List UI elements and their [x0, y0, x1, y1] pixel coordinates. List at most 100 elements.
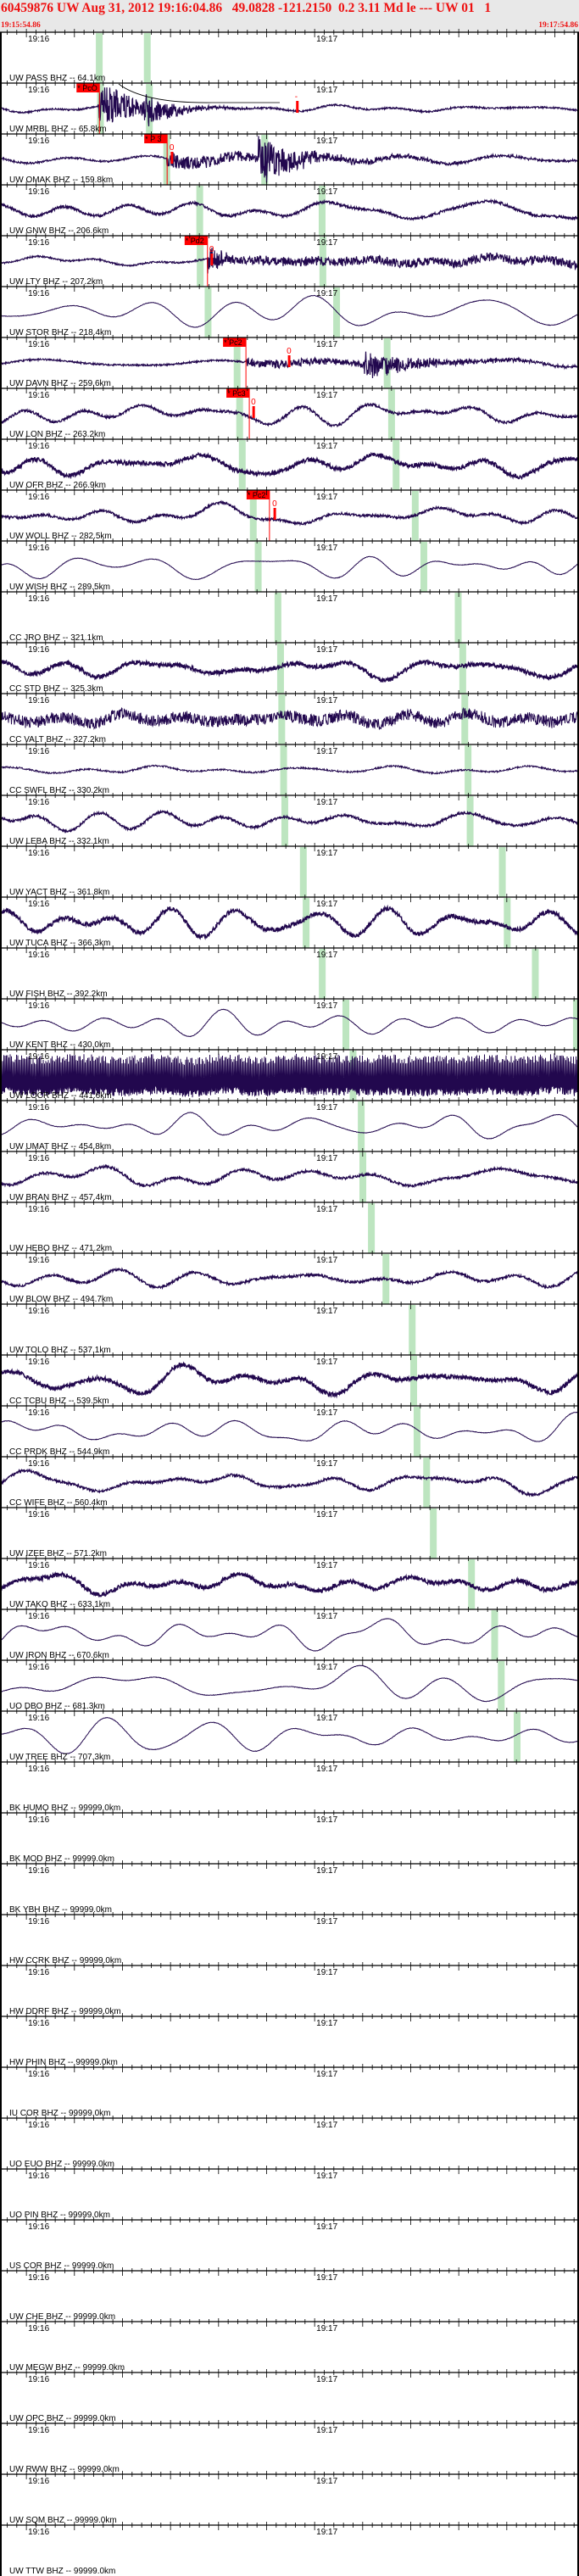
station-panel: * Pd2 0 19:16 19:17 UW LTY BHZ -- 207.2km	[0, 232, 579, 287]
tick-label: 19:17	[316, 1968, 337, 1977]
pick-flag[interactable]	[223, 337, 247, 347]
station-panel: 19:16 19:17 UW TOLO BHZ -- 537.1km	[0, 1301, 579, 1355]
station-panel: 19:16 19:17 UW GNW BHZ -- 206.6km	[0, 181, 579, 236]
p-arrival-band	[358, 1101, 365, 1151]
tick-label: 19:17	[316, 1307, 337, 1316]
p-arrival-band	[491, 1610, 498, 1660]
amplitude-marker	[273, 508, 276, 520]
station-label: UW OFR BHZ -- 266.9km	[9, 481, 106, 490]
pick-flag[interactable]	[76, 83, 100, 92]
s-arrival-band	[461, 694, 469, 744]
station-panel: 19:16 19:17 UW HEBO BHZ -- 471.2km	[0, 1199, 579, 1253]
tick-label: 19:17	[316, 238, 337, 248]
station-label: UW DAVN BHZ -- 259.6km	[9, 379, 111, 388]
station-label: UW CHE BHZ -- 99999.0km	[9, 2312, 115, 2322]
tick-label: 19:16	[28, 1917, 49, 1926]
station-label: UW LTY BHZ -- 207.2km	[9, 277, 103, 287]
waveform-trace	[0, 904, 579, 940]
tick-label: 19:16	[28, 1307, 49, 1316]
tick-label: 19:17	[316, 1205, 337, 1214]
p-arrival-band	[409, 1305, 416, 1355]
station-label: UW HEBO BHZ -- 471.2km	[9, 1244, 112, 1253]
pick-label: * P 3	[145, 135, 161, 143]
station-panel: 19:16 19:17 UO DBO BHZ -- 681.3km	[0, 1657, 579, 1711]
p-arrival-band	[303, 898, 310, 948]
station-panel: * Pc2 0 19:16 19:17 UW DAVN BHZ -- 259.6km	[0, 334, 579, 388]
tick-label: 19:16	[28, 1358, 49, 1367]
tick-label: 19:16	[28, 1459, 49, 1469]
pick-flag[interactable]	[246, 490, 270, 499]
tick-label: 19:17	[316, 747, 337, 756]
p-arrival-band	[196, 186, 203, 236]
s-arrival-band	[392, 440, 400, 490]
tick-label: 19:17	[316, 798, 337, 807]
waveform-trace	[0, 499, 578, 527]
tick-label: 19:16	[28, 849, 49, 858]
tick-label: 19:16	[28, 1815, 49, 1825]
station-panel: 19:16 19:17 UW CHE BHZ -- 99999.0km	[0, 2267, 579, 2322]
station-panel: 19:16 19:17 UW UMAT BHZ -- 454.8km	[0, 1097, 579, 1151]
s-arrival-band	[387, 389, 395, 439]
station-label: UW SQM BHZ -- 99999.0km	[9, 2516, 117, 2525]
tick-label: 19:16	[28, 2172, 49, 2181]
p-arrival-band	[368, 1203, 376, 1253]
marker-label: 0	[251, 398, 256, 407]
tick-label: 19:16	[28, 1866, 49, 1876]
pick-flag[interactable]	[226, 388, 250, 398]
station-label: UW TREE BHZ -- 707.3km	[9, 1753, 110, 1762]
event-title: 60459876 UW Aug 31, 2012 19:16:04.86 49.…	[1, 1, 492, 15]
pick-label: * Pc3	[227, 389, 246, 398]
tick-label: 19:17	[316, 951, 337, 960]
waveform-trace	[1, 764, 578, 776]
tick-label: 19:16	[28, 35, 49, 44]
tick-label: 19:17	[316, 645, 337, 655]
station-label: CC PRDK BHZ -- 544.9km	[9, 1447, 109, 1457]
tick-label: 19:17	[316, 1612, 337, 1621]
tick-label: 19:16	[28, 544, 49, 553]
event-header: 60459876 UW Aug 31, 2012 19:16:04.86 49.…	[0, 0, 579, 32]
tick-label: 19:17	[316, 2426, 337, 2435]
station-panel: 19:16 19:17 CC STD BHZ -- 325.3km	[0, 639, 579, 694]
p-arrival-band	[342, 1000, 349, 1050]
waveform-trace	[0, 87, 578, 126]
tick-label: 19:17	[316, 1917, 337, 1926]
waveform-trace	[0, 1008, 578, 1038]
waveform-trace	[0, 809, 578, 834]
tick-label: 19:17	[316, 1815, 337, 1825]
station-label: UW STOR BHZ -- 218.4km	[9, 328, 111, 337]
marker-label: 0	[209, 245, 214, 254]
pick-flag[interactable]	[144, 134, 168, 143]
station-panel: 19:16 19:17 UW LOCR BHZ -- 441.6km	[0, 1046, 579, 1101]
station-panel: 19:16 19:17 CC SWFL BHZ -- 330.2km	[0, 741, 579, 795]
tick-label: 19:16	[28, 696, 49, 705]
tick-label: 19:16	[28, 1154, 49, 1163]
tick-label: 19:16	[28, 747, 49, 756]
tick-label: 19:16	[28, 86, 49, 95]
tick-label: 19:16	[28, 1001, 49, 1011]
pick-label: * Pc2	[224, 338, 242, 347]
pick-flag[interactable]	[184, 236, 208, 245]
station-label: BK HUMO BHZ -- 99999.0km	[9, 1804, 120, 1813]
station-panel: 19:16 19:17 UW MEGW BHZ -- 99999.0km	[0, 2318, 579, 2372]
station-panel: 19:16 19:17 UW IZEE BHZ -- 571.2km	[0, 1504, 579, 1558]
station-label: UW TAKO BHZ -- 633.1km	[9, 1600, 110, 1609]
station-label: IU COR BHZ -- 99999.0km	[9, 2109, 110, 2118]
station-panel: 19:16 19:17 UW IRON BHZ -- 670.6km	[0, 1606, 579, 1660]
station-label: UW TOLO BHZ -- 537.1km	[9, 1346, 111, 1355]
station-panel: 19:16 19:17 HW CCRK BHZ -- 99999.0km	[0, 1911, 579, 1965]
tick-label: 19:17	[316, 1714, 337, 1723]
amplitude-marker	[287, 355, 291, 367]
tick-label: 19:17	[316, 1052, 337, 1062]
station-panel: 19:16 19:17 UW FISH BHZ -- 392.2km	[0, 945, 579, 999]
tick-label: 19:16	[28, 2121, 49, 2130]
station-panel: 19:16 19:17 CC PRDK BHZ -- 544.9km	[0, 1402, 579, 1457]
tick-label: 19:16	[28, 340, 49, 349]
tick-label: 19:16	[28, 2477, 49, 2486]
tick-label: 19:17	[316, 1561, 337, 1570]
p-arrival-band	[359, 1152, 367, 1202]
tick-label: 19:16	[28, 2070, 49, 2079]
s-arrival-band	[143, 33, 151, 83]
tick-label: 19:17	[316, 1256, 337, 1265]
marker-label: 0	[272, 499, 277, 509]
